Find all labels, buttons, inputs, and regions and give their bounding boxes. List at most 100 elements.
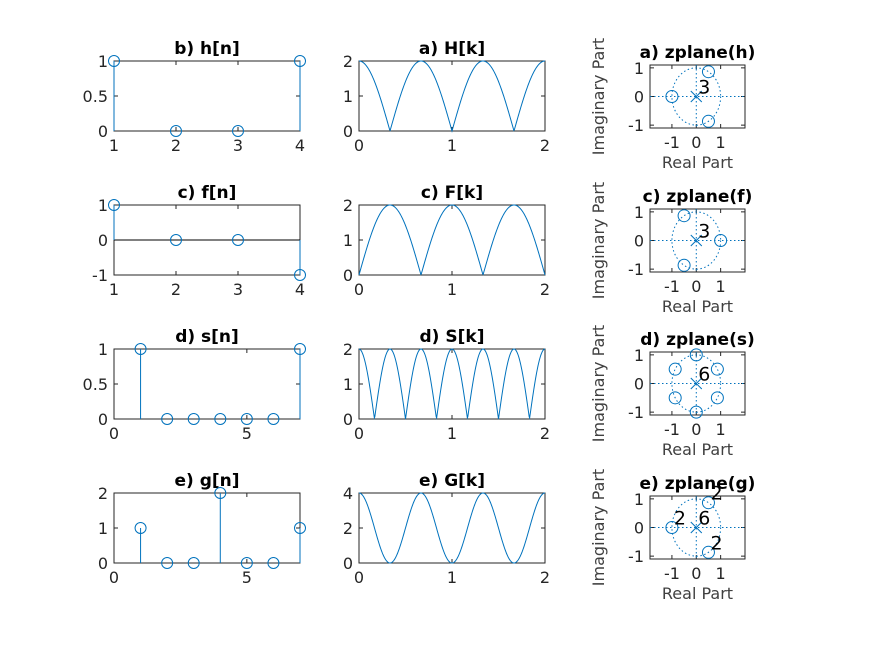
zero-marker — [701, 114, 715, 128]
x-tick-label: 1 — [716, 133, 726, 152]
zero-marker — [689, 348, 703, 362]
zero-multiplicity-label: 2 — [710, 483, 722, 505]
y-tick-label: 0 — [634, 232, 644, 251]
y-tick-label: 0 — [343, 554, 353, 573]
x-axis-label: Real Part — [662, 297, 733, 316]
unit-circle — [671, 67, 722, 126]
stem-marker — [161, 413, 174, 425]
y-tick-label: 0.5 — [83, 87, 108, 106]
x-tick-label: 5 — [242, 424, 252, 443]
zero-multiplicity-label: 2 — [674, 508, 686, 530]
axes-title: c) f[n] — [178, 183, 237, 203]
axes-G_k: e) G[k] 0 1 2 0 2 4 — [343, 471, 550, 587]
zero-marker — [677, 258, 691, 272]
stem-marker — [214, 487, 227, 499]
y-tick-label: 2 — [343, 340, 353, 359]
axes-box — [113, 492, 301, 564]
stem-marker — [294, 269, 306, 281]
x-tick-label: 1 — [109, 136, 119, 155]
y-tick-label: -1 — [628, 260, 644, 279]
x-tick-label: 3 — [233, 280, 243, 299]
pole-marker — [690, 377, 703, 390]
axes-title: d) zplane(s) — [640, 330, 755, 350]
x-tick-label: 0 — [109, 424, 119, 443]
x-tick-label: 2 — [540, 136, 550, 155]
zero-marker — [677, 209, 691, 223]
x-tick-label: 0 — [691, 277, 701, 296]
y-tick-label: 1 — [634, 346, 644, 365]
axes-f_n: c) f[n] 1 2 3 4 -1 0 1 — [92, 183, 306, 299]
x-tick-label: 2 — [171, 280, 181, 299]
stem-marker — [240, 413, 253, 425]
x-tick-label: 1 — [716, 420, 726, 439]
x-tick-label: -1 — [664, 133, 680, 152]
stem-marker — [108, 55, 120, 67]
magnitude-line — [358, 204, 546, 276]
y-tick-label: 0 — [343, 410, 353, 429]
stem-marker — [294, 55, 306, 67]
zero-multiplicity-label: 2 — [710, 532, 722, 554]
pole-multiplicity-label: 6 — [698, 508, 710, 530]
x-tick-label: 2 — [171, 136, 181, 155]
x-tick-label: -1 — [664, 277, 680, 296]
axes-title: a) zplane(h) — [640, 43, 756, 63]
magnitude-line — [358, 348, 546, 420]
y-tick-label: 0 — [98, 410, 108, 429]
unit-circle — [671, 354, 722, 413]
stem-marker — [294, 522, 306, 534]
y-tick-label: 0.5 — [83, 375, 108, 394]
zero-marker — [701, 65, 715, 79]
y-tick-label: 1 — [343, 231, 353, 250]
x-tick-label: 0 — [354, 136, 364, 155]
axes-title: a) H[k] — [419, 39, 485, 59]
y-tick-label: 0 — [634, 519, 644, 538]
stem-marker — [170, 234, 182, 246]
x-tick-label: 1 — [716, 277, 726, 296]
y-tick-label: 0 — [98, 122, 108, 141]
y-tick-label: 1 — [98, 340, 108, 359]
stem-marker — [232, 125, 244, 137]
y-axis-label: Imaginary Part — [589, 38, 608, 155]
axes-box — [113, 60, 301, 132]
axes-box — [358, 204, 546, 276]
x-tick-label: 1 — [447, 568, 457, 587]
stem-marker — [134, 343, 147, 355]
x-axis-label: Real Part — [662, 440, 733, 459]
zero-marker — [714, 234, 728, 247]
x-tick-label: -1 — [664, 564, 680, 583]
y-tick-label: 0 — [343, 266, 353, 285]
y-tick-label: -1 — [92, 266, 108, 285]
x-tick-label: 2 — [540, 280, 550, 299]
axes-title: b) h[n] — [174, 39, 240, 59]
stem-marker — [187, 557, 200, 569]
y-tick-label: 0 — [634, 375, 644, 394]
y-tick-label: 0 — [634, 88, 644, 107]
axes-title: d) s[n] — [175, 327, 239, 347]
y-axis-label: Imaginary Part — [589, 182, 608, 299]
x-axis-label: Real Part — [662, 584, 733, 603]
y-tick-label: 1 — [343, 375, 353, 394]
y-axis-label: Imaginary Part — [589, 469, 608, 586]
magnitude-line — [358, 492, 546, 564]
x-tick-label: 4 — [295, 136, 305, 155]
axes-g_n: e) g[n] 0 5 0 1 2 — [98, 471, 306, 587]
x-tick-label: 3 — [233, 136, 243, 155]
x-tick-label: 2 — [540, 424, 550, 443]
x-tick-label: 2 — [540, 568, 550, 587]
zero-marker — [665, 90, 679, 103]
x-tick-label: 1 — [109, 280, 119, 299]
stem-marker — [187, 413, 200, 425]
axes-s_n: d) s[n] 0 5 0 0.5 1 — [83, 327, 306, 443]
x-tick-label: 1 — [447, 280, 457, 299]
zero-marker — [665, 521, 679, 534]
zero-marker — [710, 391, 724, 405]
y-tick-label: 1 — [98, 519, 108, 538]
x-tick-label: 0 — [691, 133, 701, 152]
stem-marker — [232, 234, 244, 246]
axes-box — [358, 492, 546, 564]
x-tick-label: 4 — [295, 280, 305, 299]
zero-marker — [668, 391, 682, 405]
axes-title: e) G[k] — [419, 471, 485, 491]
x-tick-label: 5 — [242, 568, 252, 587]
